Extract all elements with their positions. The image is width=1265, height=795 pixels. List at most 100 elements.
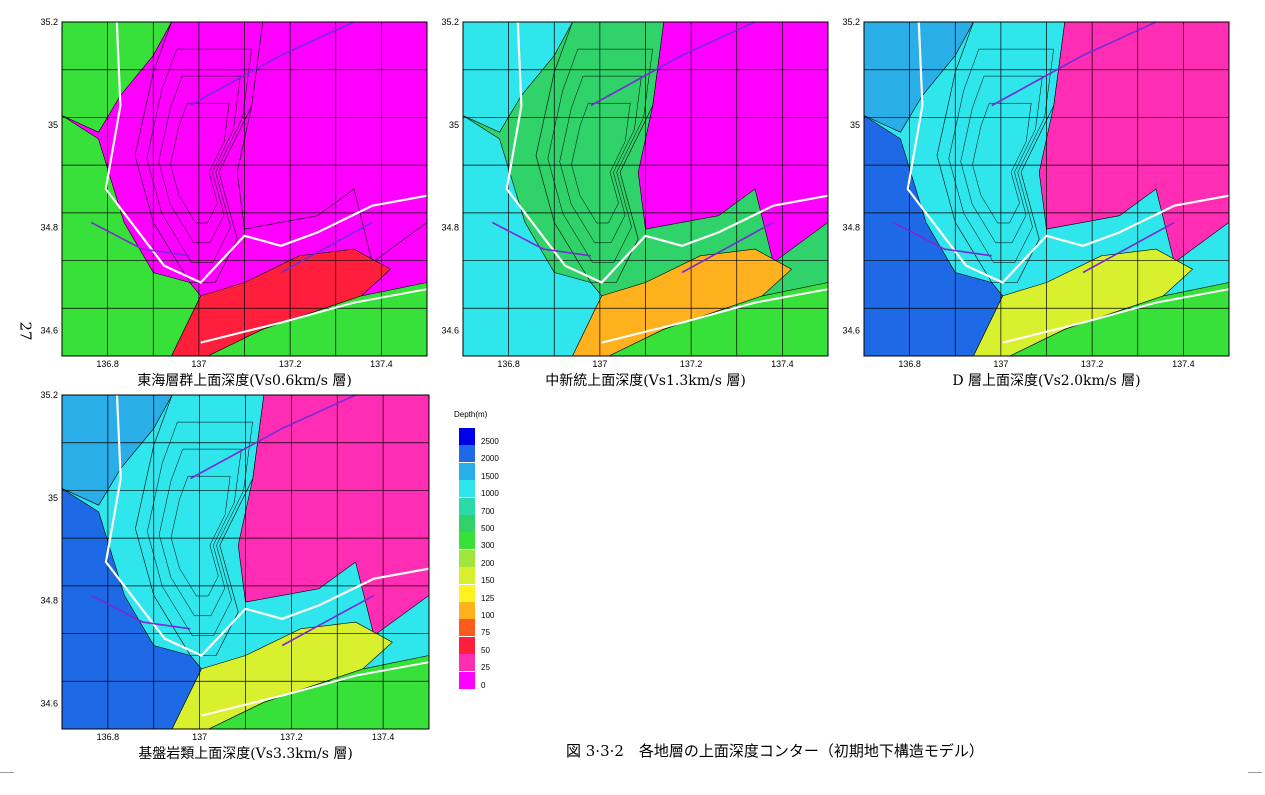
legend-label: 50 (481, 645, 490, 655)
legend-swatch (459, 445, 475, 463)
legend-swatch (459, 428, 475, 445)
fault-line (189, 21, 355, 107)
x-tick-label: 136.8 (97, 732, 120, 742)
panel-caption: D 層上面深度(Vs2.0km/s 層) (952, 373, 1141, 389)
y-tick-label: 34.6 (40, 325, 58, 335)
coastline (906, 21, 1230, 284)
legend-item: 500 (459, 515, 519, 533)
fault-line (1082, 221, 1175, 274)
legend-label: 200 (481, 558, 495, 568)
contour-line (948, 48, 1054, 263)
shoreline (200, 288, 428, 344)
y-tick-label: 34.8 (441, 223, 459, 233)
x-tick-label: 136.8 (96, 359, 119, 369)
legend-item: 300 (459, 532, 519, 550)
plot-frame (61, 21, 428, 357)
legend-swatch (459, 671, 475, 689)
x-tick-label: 137 (192, 732, 207, 742)
fault-line (281, 594, 375, 647)
legend-item: 700 (459, 497, 519, 516)
x-tick-label: 137 (993, 359, 1008, 369)
fault-line (590, 21, 756, 107)
legend-item: 25 (459, 654, 519, 673)
x-tick-label: 136.8 (898, 359, 921, 369)
y-tick-label: 35 (48, 120, 58, 130)
legend-item: 0 (459, 671, 519, 690)
legend-swatch (459, 549, 475, 567)
legend-label: 1000 (481, 489, 499, 499)
contour-line (170, 102, 230, 224)
legend-swatch (459, 654, 475, 672)
coastline (104, 21, 428, 284)
legend-label: 500 (481, 524, 495, 533)
legend-swatch (459, 462, 475, 480)
fault-line (491, 221, 591, 257)
contour-line (972, 102, 1032, 224)
x-tick-label: 137 (191, 359, 206, 369)
legend-swatch (459, 636, 475, 654)
legend-label: 25 (481, 663, 490, 673)
legend-label: 700 (481, 506, 495, 516)
legend-label: 125 (481, 593, 495, 603)
contour-line (158, 448, 242, 617)
x-tick-label: 137.2 (279, 359, 302, 369)
legend-item: 75 (459, 619, 519, 637)
fault-line (91, 594, 191, 630)
legend-item: 50 (459, 636, 519, 655)
crop-mark-left (0, 772, 14, 773)
legend-swatch (459, 619, 475, 637)
legend-swatch (459, 515, 475, 532)
y-tick-label: 34.6 (842, 325, 860, 335)
legend-swatch (459, 480, 475, 498)
coastline (505, 21, 829, 284)
x-tick-label: 137.4 (1172, 359, 1195, 369)
depth-legend: Depth(m) 2500 2000 1500 1000 700 500 300 200 150… (454, 410, 514, 700)
contour-line (960, 75, 1043, 244)
contour-line (158, 75, 241, 244)
y-tick-label: 35 (449, 120, 459, 130)
contour-line (147, 421, 253, 636)
legend-label: 150 (481, 576, 495, 586)
x-tick-label: 136.8 (497, 359, 520, 369)
y-tick-label: 34.6 (40, 698, 58, 708)
x-tick-label: 137.2 (280, 732, 303, 742)
legend-swatch (459, 602, 475, 619)
y-tick-label: 35.2 (40, 17, 58, 27)
fault-line (190, 394, 356, 480)
legend-item: 125 (459, 584, 519, 603)
plot-frame (462, 21, 829, 357)
panel-caption: 基盤岩類上面深度(Vs3.3km/s 層) (138, 746, 353, 762)
shoreline (601, 288, 829, 344)
crop-mark-right (1248, 772, 1262, 773)
legend-label: 0 (481, 680, 486, 690)
x-tick-label: 137.4 (771, 359, 794, 369)
coastline (104, 394, 430, 657)
y-tick-label: 34.8 (40, 596, 58, 606)
contour-line (571, 102, 631, 224)
x-tick-label: 137.4 (372, 732, 395, 742)
legend-label: 2000 (481, 454, 499, 464)
plot-frame (61, 394, 430, 730)
plot-frame (863, 21, 1230, 357)
legend-item: 100 (459, 602, 519, 620)
legend-item: 1500 (459, 462, 519, 481)
y-tick-label: 35.2 (842, 17, 860, 27)
fault-line (991, 21, 1157, 107)
fault-line (280, 221, 373, 274)
legend-item: 150 (459, 567, 519, 586)
fault-line (892, 221, 992, 257)
y-tick-label: 35 (48, 493, 58, 503)
figure-title: 図 3·3·2 各地層の上面深度コンター（初期地下構造モデル） (566, 742, 984, 760)
fault-line (90, 221, 190, 257)
x-tick-label: 137.4 (370, 359, 393, 369)
y-tick-label: 35.2 (40, 390, 58, 400)
legend-swatch (459, 567, 475, 585)
legend-label: 1500 (481, 471, 499, 481)
legend-item: 2500 (459, 428, 519, 446)
legend-swatch (459, 584, 475, 602)
legend-item: 1000 (459, 480, 519, 499)
